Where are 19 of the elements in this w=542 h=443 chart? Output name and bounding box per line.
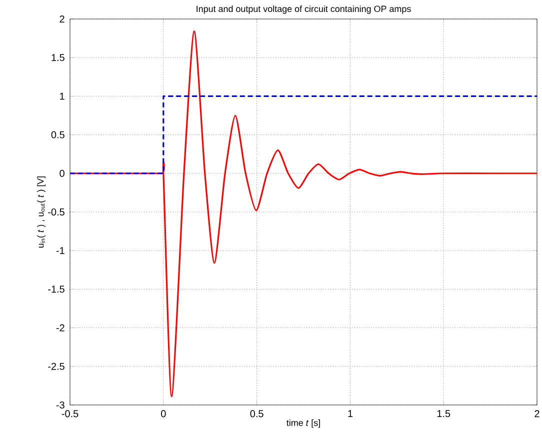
y-tick-label: -0.5 (48, 208, 64, 216)
x-tick-label: 2 (534, 410, 540, 418)
x-axis-title: time t [s] (286, 419, 320, 428)
y-tick-label: 1.5 (52, 54, 64, 62)
y-tick-label: -1.5 (48, 286, 64, 293)
chart-title: Input and output voltage of circuit containing OP amps (196, 5, 411, 14)
y-tick-label: 2 (60, 16, 64, 22)
y-tick-label: 0 (60, 170, 64, 177)
y-tick-label: 1 (60, 92, 64, 100)
x-tick-label: 0 (161, 410, 166, 418)
y-tick-label: 0.5 (51, 131, 64, 138)
x-tick-label: 1 (348, 410, 352, 418)
y-tick-label: -3 (56, 401, 64, 409)
x-tick-label: 0.5 (250, 410, 264, 418)
x-tick-label: 1.5 (437, 410, 450, 418)
text: u$_{in}$( t ) , u$_{out}$( t ) [V] (37, 176, 46, 248)
y-tick-label: -1 (56, 247, 64, 254)
y-tick-label: -2.5 (48, 362, 64, 370)
y-tick-label: -2 (56, 324, 64, 332)
